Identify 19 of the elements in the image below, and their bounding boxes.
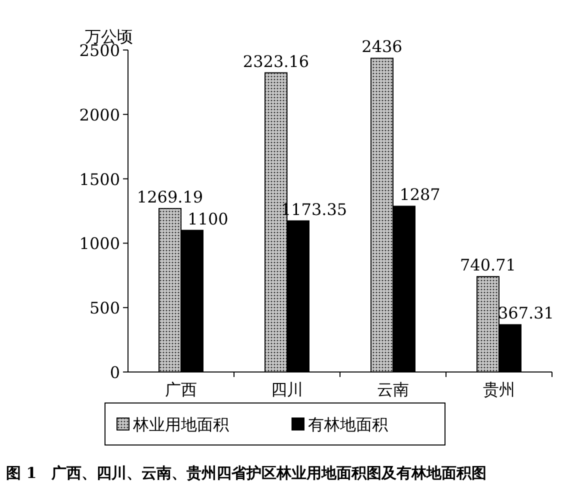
text: 图 1 广西、四川、云南、贵州四省护区林业用地面积图及有林地面积图 [6, 464, 487, 482]
legend-label: 有林地面积 [308, 415, 388, 434]
y-tick-label: 0 [110, 363, 120, 382]
data-label: 367.31 [498, 304, 554, 323]
y-tick-label: 500 [89, 298, 120, 318]
x-tick-label: 云南 [377, 380, 409, 399]
y-tick-label: 2000 [79, 105, 120, 124]
data-label: 1100 [188, 209, 228, 228]
y-tick-label: 1000 [79, 234, 120, 254]
x-tick-label: 广西 [165, 380, 197, 399]
data-label: 1269.19 [136, 188, 204, 207]
y-tick-label: 1500 [79, 170, 120, 189]
data-label: 740.71 [460, 256, 516, 275]
data-label: 1287 [400, 185, 440, 204]
x-tick-label: 四川 [271, 380, 303, 399]
legend-label: 林业用地面积 [132, 415, 229, 434]
data-label: 2436 [362, 37, 402, 56]
data-label: 2323.16 [242, 52, 310, 71]
x-tick-label: 贵州 [483, 380, 515, 399]
